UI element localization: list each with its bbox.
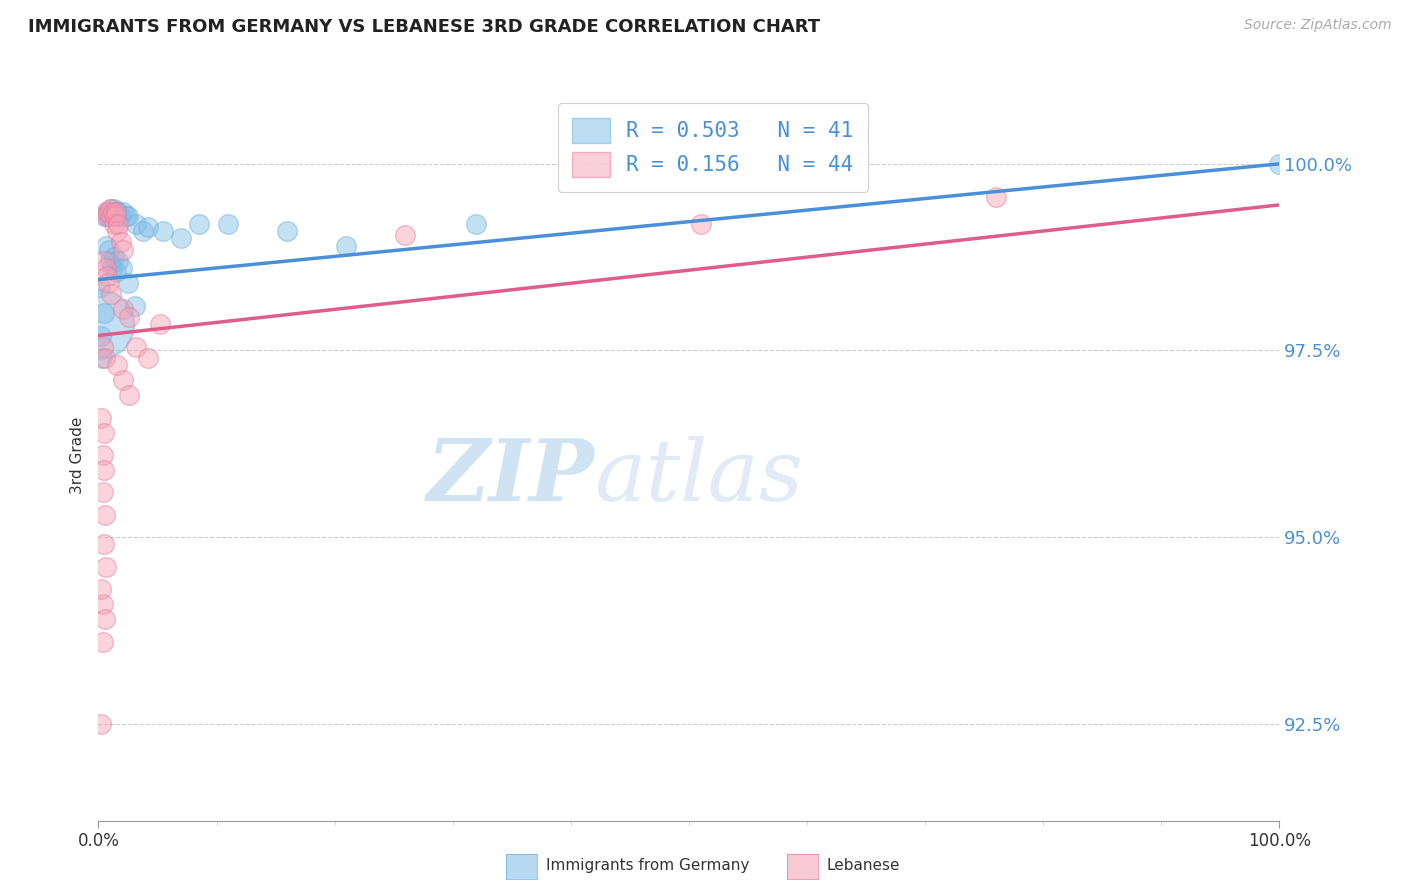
Point (93, 306, 115, 320)
Point (100, 287, 122, 301)
Point (103, 202, 125, 216)
Point (103, 217, 125, 231)
Point (98, 209, 121, 223)
Point (91, 351, 114, 365)
Point (91, 597, 114, 611)
Text: Immigrants from Germany: Immigrants from Germany (546, 858, 749, 872)
Y-axis label: 3rd Grade: 3rd Grade (69, 417, 84, 493)
Point (104, 209, 127, 223)
Point (101, 205, 124, 219)
Point (103, 205, 125, 219)
Point (112, 243, 135, 257)
Point (100, 202, 122, 216)
Point (118, 388, 141, 402)
Point (103, 250, 125, 264)
Point (97, 205, 120, 219)
Point (101, 261, 124, 276)
Point (136, 220, 159, 235)
Point (124, 299, 146, 313)
Point (96, 209, 118, 223)
Point (110, 209, 132, 223)
Point (107, 217, 129, 231)
Point (112, 302, 135, 317)
Point (689, 217, 711, 231)
Point (465, 217, 488, 231)
Point (117, 209, 139, 223)
Point (152, 224, 174, 238)
Point (94, 261, 117, 276)
Point (117, 277, 139, 291)
Point (94, 560, 117, 574)
Point (98, 202, 121, 216)
Point (105, 209, 128, 223)
Text: ZIP: ZIP (426, 435, 595, 518)
Point (93, 537, 115, 551)
Point (112, 373, 135, 387)
Text: Lebanese: Lebanese (827, 858, 900, 872)
Text: atlas: atlas (595, 435, 804, 518)
Point (276, 224, 298, 238)
Point (107, 205, 129, 219)
Point (187, 217, 209, 231)
Point (93, 425, 115, 440)
Point (91, 634, 114, 648)
Point (111, 261, 134, 276)
Point (89, 280, 111, 294)
Point (104, 209, 127, 223)
Point (94, 205, 117, 219)
Point (125, 340, 148, 354)
Point (114, 209, 136, 223)
Point (97, 205, 120, 219)
Text: IMMIGRANTS FROM GERMANY VS LEBANESE 3RD GRADE CORRELATION CHART: IMMIGRANTS FROM GERMANY VS LEBANESE 3RD … (28, 18, 820, 36)
Point (984, 190, 1007, 204)
Point (97, 277, 120, 291)
Point (125, 217, 148, 231)
Point (112, 205, 135, 219)
Point (90, 328, 112, 343)
Point (105, 205, 128, 219)
Point (170, 231, 193, 245)
Point (91, 448, 114, 462)
Point (1268, 157, 1291, 171)
Point (93, 209, 115, 223)
Point (394, 227, 416, 242)
Point (107, 253, 129, 268)
Point (136, 351, 159, 365)
Point (90, 716, 112, 731)
Text: Source: ZipAtlas.com: Source: ZipAtlas.com (1244, 18, 1392, 32)
Point (93, 463, 115, 477)
Point (94, 612, 117, 626)
Point (105, 205, 128, 219)
Point (96, 268, 118, 283)
Point (87, 318, 110, 332)
Point (90, 410, 112, 425)
Point (149, 318, 172, 332)
Point (91, 485, 114, 500)
Point (93, 253, 115, 268)
Point (101, 209, 124, 223)
Point (100, 209, 122, 223)
Point (132, 224, 155, 238)
Point (98, 243, 121, 257)
Point (110, 235, 132, 250)
Point (90, 582, 112, 597)
Point (96, 209, 118, 223)
Point (105, 265, 128, 279)
Point (94, 508, 117, 522)
Point (98, 253, 121, 268)
Point (105, 224, 128, 238)
Point (94, 239, 117, 253)
Point (335, 239, 357, 253)
Point (105, 359, 128, 373)
Legend: R = 0.503   N = 41, R = 0.156   N = 44: R = 0.503 N = 41, R = 0.156 N = 44 (558, 103, 869, 192)
Point (118, 310, 141, 324)
Point (94, 351, 117, 365)
Point (217, 217, 239, 231)
Point (91, 340, 114, 354)
